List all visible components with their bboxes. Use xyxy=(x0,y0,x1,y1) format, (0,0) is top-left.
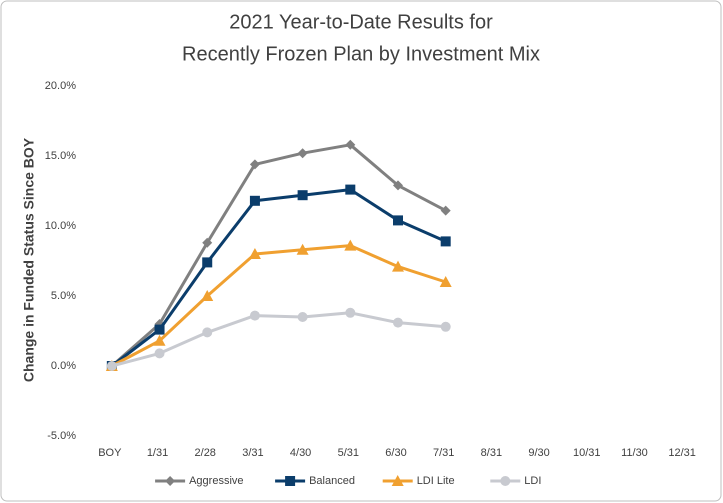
data-point xyxy=(393,317,403,328)
data-point xyxy=(106,361,117,371)
data-point xyxy=(249,195,260,206)
x-tick-label: 9/30 xyxy=(528,447,549,459)
x-tick-label: 2/28 xyxy=(195,447,216,459)
series-line xyxy=(111,311,446,368)
data-point xyxy=(154,348,165,359)
data-point xyxy=(297,312,308,322)
data-point xyxy=(202,237,213,248)
x-tick-label: 8/31 xyxy=(481,447,502,459)
chart-title: Recently Frozen Plan by Investment Mix xyxy=(182,43,540,65)
data-point xyxy=(201,290,214,301)
chart-title: 2021 Year-to-Date Results for xyxy=(229,11,493,33)
data-point xyxy=(248,248,261,259)
data-point xyxy=(439,276,452,287)
data-point xyxy=(345,184,356,195)
data-point xyxy=(392,260,404,272)
x-tick-label: 5/31 xyxy=(338,447,359,459)
y-tick-label: 0.0% xyxy=(51,360,76,372)
legend-marker xyxy=(165,476,176,486)
legend-marker xyxy=(285,476,296,486)
x-tick-label: 7/31 xyxy=(433,447,454,459)
data-point xyxy=(393,215,403,226)
data-point xyxy=(202,257,213,268)
series-line xyxy=(111,244,447,368)
x-tick-label: 12/31 xyxy=(668,447,696,459)
data-point xyxy=(393,180,403,191)
y-tick-label: 20.0% xyxy=(45,80,76,92)
data-point xyxy=(345,139,356,150)
legend-label: Balanced xyxy=(309,475,355,487)
y-tick-label: 5.0% xyxy=(51,290,76,302)
x-tick-label: 10/31 xyxy=(573,447,601,459)
legend-marker xyxy=(500,476,511,486)
legend-label: Aggressive xyxy=(189,475,243,487)
data-point xyxy=(345,307,356,318)
data-point xyxy=(202,327,213,338)
data-point xyxy=(249,159,260,170)
x-tick-label: BOY xyxy=(98,447,122,459)
x-tick-label: 4/30 xyxy=(290,447,311,459)
data-point xyxy=(440,205,451,216)
y-tick-label: 15.0% xyxy=(45,150,76,162)
data-point xyxy=(296,243,309,255)
y-axis-label: Change in Funded Status Since BOY xyxy=(21,137,37,382)
data-point xyxy=(297,190,308,201)
legend-label: LDI xyxy=(524,475,541,487)
data-point xyxy=(440,321,451,332)
data-point xyxy=(440,236,451,247)
data-point xyxy=(344,239,357,251)
series-line xyxy=(110,143,447,368)
x-tick-label: 6/30 xyxy=(385,447,406,459)
y-tick-label: 10.0% xyxy=(45,220,76,232)
series-line xyxy=(110,188,447,368)
data-point xyxy=(153,334,166,346)
x-tick-label: 11/30 xyxy=(621,447,648,459)
data-point xyxy=(297,148,308,159)
data-point xyxy=(154,324,165,335)
legend-label: LDI Lite xyxy=(417,475,455,487)
data-point xyxy=(249,310,260,321)
legend-marker xyxy=(391,475,404,486)
x-tick-label: 1/31 xyxy=(147,447,168,459)
y-tick-label: -5.0% xyxy=(47,430,76,442)
x-tick-label: 3/31 xyxy=(242,447,263,459)
